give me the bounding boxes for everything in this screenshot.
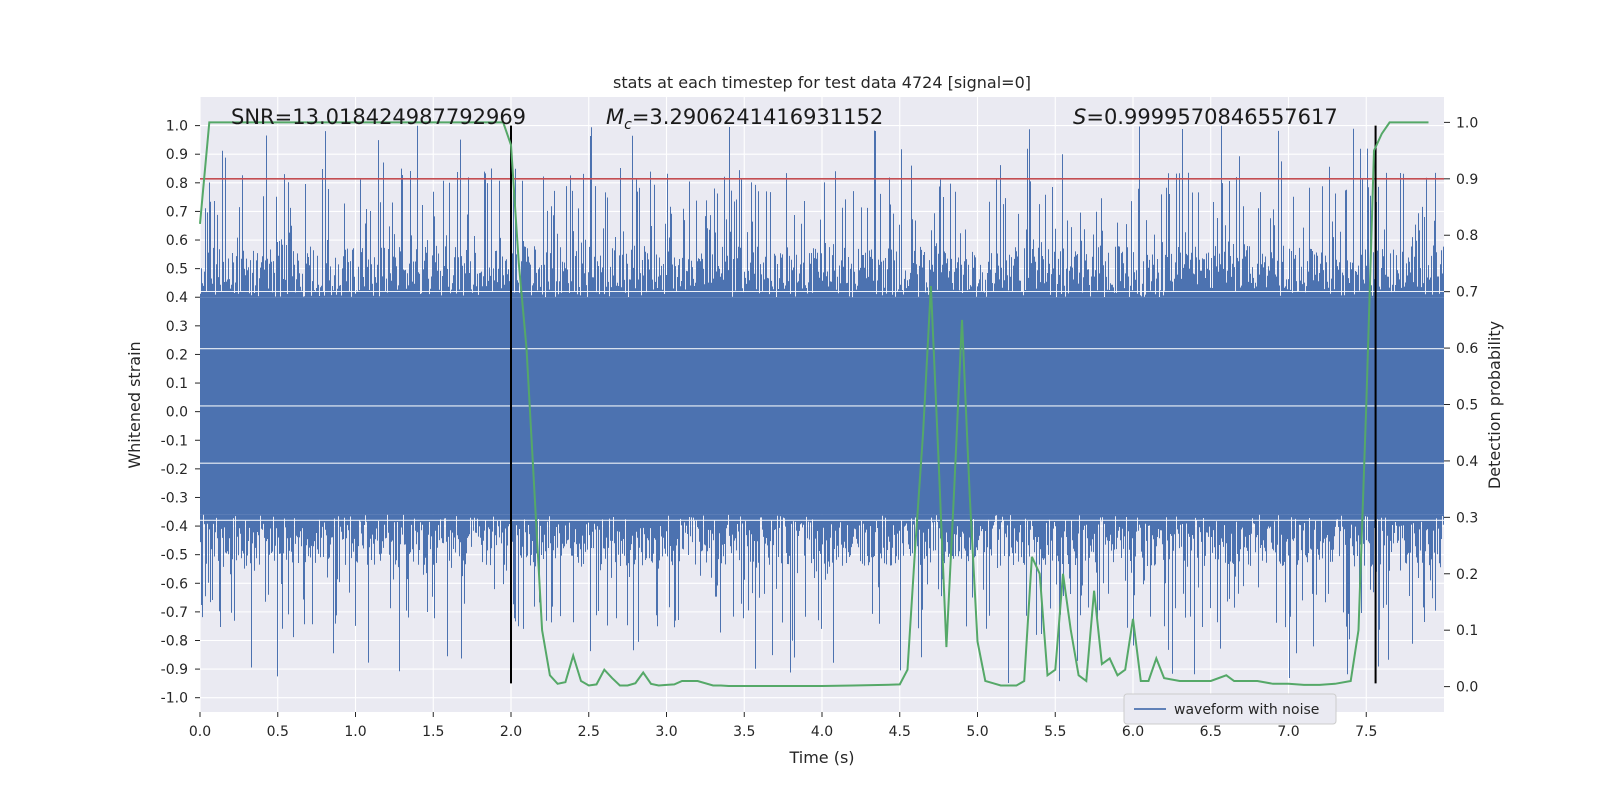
y-right-tick-label-3: 0.7	[1456, 285, 1478, 301]
x-tick-label-0: 0.0	[189, 724, 211, 740]
y-right-tick-label-9: 0.1	[1456, 623, 1478, 639]
waveform-series	[200, 125, 1444, 683]
y-left-tick-label-5: 0.5	[166, 262, 188, 278]
s-value: =0.9999570846557617	[1086, 105, 1337, 129]
x-axis-label: Time (s)	[788, 748, 854, 767]
snr-annotation: SNR=13.018424987792969	[231, 105, 526, 129]
mc-annotation: Mc=3.2906241416931152	[606, 105, 883, 133]
mc-symbol: M	[606, 105, 624, 129]
y-left-tick-label-9: 0.1	[166, 376, 188, 392]
y-left-tick-label-14: -0.4	[161, 519, 188, 535]
y-right-tick-label-8: 0.2	[1456, 567, 1478, 583]
y-left-tick-label-3: 0.7	[166, 204, 188, 220]
x-ticks: 0.0 0.5 1.0 1.5 2.0 2.5 3.0 3.5 4.0 4.5 5.0 5.5 6.0 6…	[189, 712, 1377, 740]
y-right-tick-label-10: 0.0	[1456, 680, 1478, 696]
mc-subscript: c	[624, 117, 632, 133]
y-left-tick-label-1: 0.9	[166, 147, 188, 163]
y-right-ticks: 1.0 0.9 0.8 0.7 0.6 0.5 0.4 0.3 0.2 0.1 0.0	[1444, 115, 1478, 696]
y-left-tick-label-8: 0.2	[166, 347, 188, 363]
x-tick-label-15: 7.5	[1355, 724, 1377, 740]
detection-probability-series	[199, 121, 1429, 687]
y-right-tick-label-4: 0.6	[1456, 341, 1478, 357]
x-tick-label-9: 4.5	[889, 724, 911, 740]
s-symbol: S	[1073, 105, 1086, 129]
y-left-tick-label-11: -0.1	[161, 433, 188, 449]
x-tick-label-11: 5.5	[1044, 724, 1066, 740]
y-left-tick-label-19: -0.9	[161, 662, 188, 678]
x-tick-label-7: 3.5	[733, 724, 755, 740]
y-right-axis-label: Detection probability	[1485, 321, 1504, 489]
x-tick-label-14: 7.0	[1277, 724, 1299, 740]
y-right-tick-label-6: 0.4	[1456, 454, 1478, 470]
overlays	[200, 125, 1444, 684]
y-right-tick-label-1: 0.9	[1456, 172, 1478, 188]
y-right-tick-label-7: 0.3	[1456, 510, 1478, 526]
waveform-lower-noise	[200, 514, 1444, 683]
legend: waveform with noise	[1123, 693, 1337, 725]
x-tick-label-5: 2.5	[578, 724, 600, 740]
x-tick-label-3: 1.5	[422, 724, 444, 740]
y-left-tick-label-13: -0.3	[161, 490, 188, 506]
detection-probability-line	[199, 121, 1429, 687]
y-left-tick-label-18: -0.8	[161, 633, 188, 649]
x-tick-label-4: 2.0	[500, 724, 522, 740]
x-tick-label-8: 4.0	[811, 724, 833, 740]
y-right-tick-label-5: 0.5	[1456, 398, 1478, 414]
legend-label-waveform: waveform with noise	[1174, 702, 1319, 718]
x-tick-label-2: 1.0	[344, 724, 366, 740]
mc-value: =3.2906241416931152	[632, 105, 883, 129]
y-left-tick-label-17: -0.7	[161, 605, 188, 621]
y-left-tick-label-12: -0.2	[161, 462, 188, 478]
y-left-tick-label-4: 0.6	[166, 233, 188, 249]
y-left-tick-label-10: 0.0	[166, 405, 188, 421]
y-left-tick-label-6: 0.4	[166, 290, 188, 306]
chart-title: stats at each timestep for test data 472…	[613, 73, 1031, 92]
y-left-tick-label-16: -0.6	[161, 576, 188, 592]
y-left-tick-label-0: 1.0	[166, 119, 188, 135]
y-left-tick-label-7: 0.3	[166, 319, 188, 335]
y-left-ticks: 1.0 0.9 0.8 0.7 0.6 0.5 0.4 0.3 0.2 0.1 0.0 -0.1 -0.…	[161, 119, 200, 707]
y-left-tick-label-2: 0.8	[166, 176, 188, 192]
y-right-tick-label-0: 1.0	[1456, 115, 1478, 131]
y-left-axis-label: Whitened strain	[125, 341, 144, 468]
y-left-tick-label-20: -1.0	[161, 691, 188, 707]
y-left-tick-label-15: -0.5	[161, 548, 188, 564]
x-tick-label-1: 0.5	[267, 724, 289, 740]
y-right-tick-label-2: 0.8	[1456, 228, 1478, 244]
x-tick-label-12: 6.0	[1122, 724, 1144, 740]
x-tick-label-6: 3.0	[655, 724, 677, 740]
legend-box	[1123, 693, 1337, 725]
x-tick-label-10: 5.0	[966, 724, 988, 740]
x-tick-label-13: 6.5	[1200, 724, 1222, 740]
s-annotation: S=0.9999570846557617	[1073, 105, 1338, 129]
